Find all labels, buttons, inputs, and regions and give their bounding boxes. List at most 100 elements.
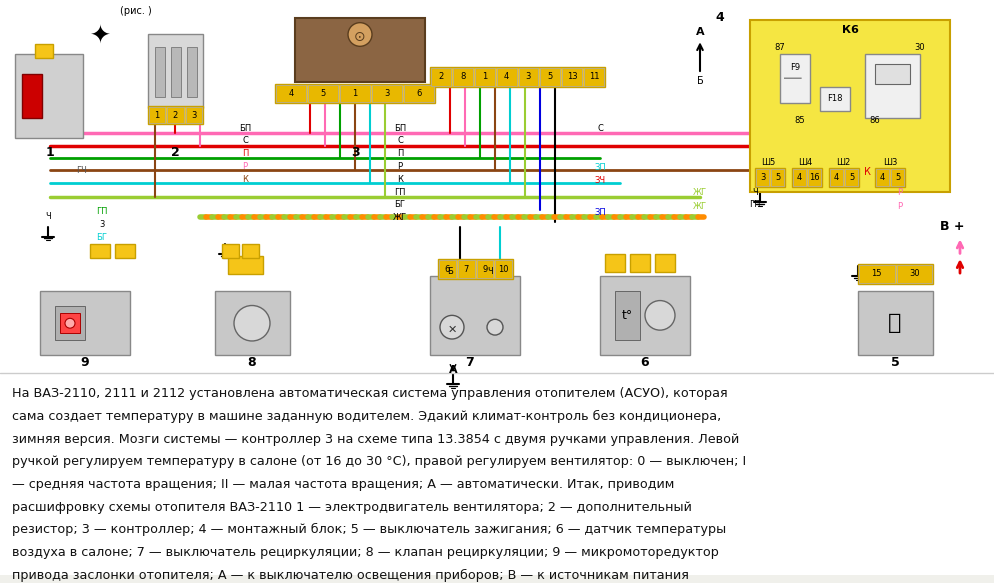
Text: 1: 1 (46, 146, 55, 159)
FancyBboxPatch shape (15, 54, 83, 138)
Circle shape (486, 319, 503, 335)
Text: 🔑: 🔑 (888, 313, 901, 333)
FancyBboxPatch shape (452, 68, 472, 86)
Text: ✕: ✕ (447, 325, 456, 335)
Circle shape (439, 315, 463, 339)
Text: — средняя частота вращения; II — малая частота вращения; А — автоматически. Итак: — средняя частота вращения; II — малая ч… (12, 478, 674, 491)
Text: 4: 4 (503, 72, 509, 82)
FancyBboxPatch shape (819, 87, 849, 111)
FancyBboxPatch shape (40, 291, 130, 355)
FancyBboxPatch shape (857, 264, 932, 284)
Text: 15: 15 (871, 269, 881, 279)
FancyBboxPatch shape (614, 291, 639, 340)
FancyBboxPatch shape (896, 265, 931, 283)
Text: Ч: Ч (487, 266, 492, 276)
Text: П: П (397, 149, 403, 158)
Text: Р: Р (897, 188, 902, 196)
FancyBboxPatch shape (495, 260, 512, 278)
Text: 6: 6 (640, 356, 649, 369)
FancyBboxPatch shape (430, 68, 450, 86)
Text: 2: 2 (438, 72, 443, 82)
FancyBboxPatch shape (186, 107, 202, 123)
Text: 4: 4 (796, 173, 801, 182)
FancyBboxPatch shape (755, 168, 768, 186)
Text: 3: 3 (350, 146, 359, 159)
FancyBboxPatch shape (0, 0, 994, 373)
FancyBboxPatch shape (540, 68, 560, 86)
FancyBboxPatch shape (215, 291, 289, 355)
FancyBboxPatch shape (404, 85, 433, 103)
Text: С: С (596, 124, 602, 132)
FancyBboxPatch shape (308, 85, 338, 103)
FancyBboxPatch shape (858, 265, 894, 283)
Text: ⊙: ⊙ (354, 30, 366, 44)
Text: 3: 3 (384, 89, 390, 98)
Text: К: К (242, 175, 248, 184)
FancyBboxPatch shape (457, 260, 474, 278)
FancyBboxPatch shape (791, 167, 821, 187)
Text: 6: 6 (415, 89, 421, 98)
Text: ГЧ: ГЧ (77, 166, 87, 175)
FancyBboxPatch shape (476, 260, 493, 278)
Text: ЖГ: ЖГ (393, 213, 407, 222)
Circle shape (348, 23, 372, 46)
Text: Р: Р (897, 202, 902, 212)
Text: привода заслонки отопителя; А — к выключателю освещения приборов; В — к источник: привода заслонки отопителя; А — к выключ… (12, 568, 688, 582)
FancyBboxPatch shape (155, 47, 165, 97)
FancyBboxPatch shape (222, 244, 239, 258)
Text: 7: 7 (465, 356, 474, 369)
Text: 1: 1 (481, 72, 487, 82)
Text: П: П (242, 149, 248, 158)
Text: 5: 5 (320, 89, 325, 98)
FancyBboxPatch shape (828, 167, 858, 187)
Text: (рис. ): (рис. ) (120, 6, 152, 16)
Text: К: К (863, 167, 870, 177)
Text: —: — (782, 69, 802, 89)
Text: 8: 8 (459, 72, 465, 82)
FancyBboxPatch shape (874, 167, 905, 187)
FancyBboxPatch shape (148, 107, 203, 124)
FancyBboxPatch shape (274, 84, 434, 103)
Text: Р: Р (397, 162, 403, 171)
FancyBboxPatch shape (438, 260, 455, 278)
FancyBboxPatch shape (754, 167, 784, 187)
Text: ЗП: ЗП (593, 163, 605, 172)
FancyBboxPatch shape (89, 244, 110, 258)
Text: ЗП: ЗП (593, 208, 605, 217)
FancyBboxPatch shape (583, 68, 603, 86)
FancyBboxPatch shape (228, 256, 262, 274)
FancyBboxPatch shape (807, 168, 820, 186)
FancyBboxPatch shape (340, 85, 370, 103)
FancyBboxPatch shape (167, 107, 184, 123)
Text: 7: 7 (463, 265, 468, 273)
Text: t°: t° (620, 309, 632, 322)
Text: F18: F18 (826, 94, 842, 103)
Text: БП: БП (239, 124, 250, 132)
Text: На ВАЗ-2110, 2111 и 2112 установлена автоматическая система управления отопителе: На ВАЗ-2110, 2111 и 2112 установлена авт… (12, 387, 727, 401)
Text: 9: 9 (482, 265, 487, 273)
FancyBboxPatch shape (770, 168, 783, 186)
Text: БГ: БГ (96, 233, 107, 242)
FancyBboxPatch shape (242, 244, 258, 258)
FancyBboxPatch shape (187, 47, 197, 97)
FancyBboxPatch shape (429, 67, 604, 87)
FancyBboxPatch shape (562, 68, 581, 86)
FancyBboxPatch shape (22, 74, 42, 118)
FancyBboxPatch shape (171, 47, 181, 97)
FancyBboxPatch shape (148, 34, 203, 108)
Text: 30: 30 (909, 269, 918, 279)
Text: 5: 5 (848, 173, 853, 182)
FancyBboxPatch shape (604, 254, 624, 272)
Text: Ш3: Ш3 (882, 158, 897, 167)
Text: 2: 2 (173, 111, 178, 120)
Circle shape (644, 301, 674, 330)
Text: 5: 5 (774, 173, 779, 182)
Text: 85: 85 (794, 116, 804, 125)
Text: B +: B + (939, 220, 963, 233)
Text: 5: 5 (547, 72, 553, 82)
Text: 4: 4 (288, 89, 293, 98)
Circle shape (234, 305, 269, 341)
Text: А: А (448, 364, 457, 374)
FancyBboxPatch shape (654, 254, 674, 272)
Text: ГП: ГП (394, 188, 406, 196)
